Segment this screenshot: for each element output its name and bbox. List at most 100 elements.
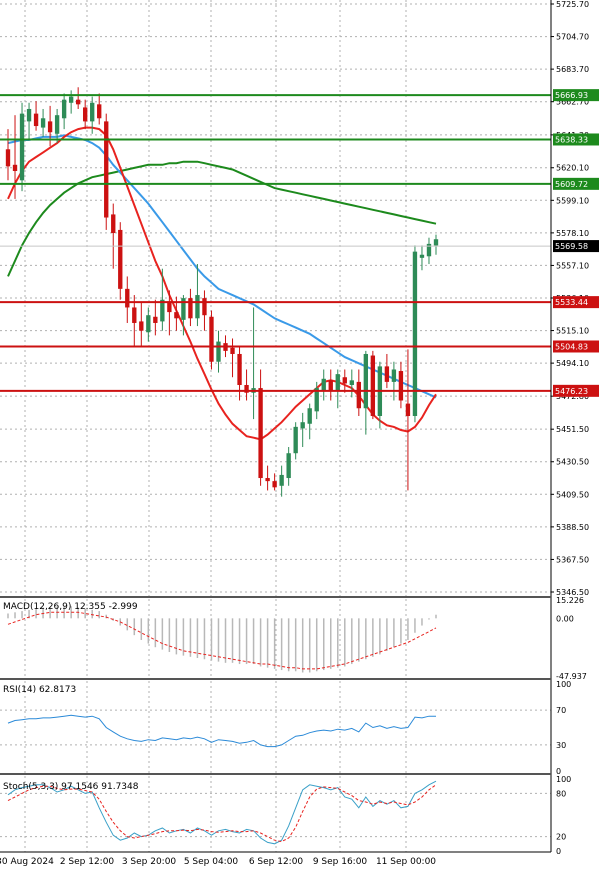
stoch-tick-label: 20	[556, 833, 566, 842]
candle-body	[33, 113, 39, 127]
level-label-box	[553, 340, 599, 353]
candle-body	[68, 96, 74, 103]
level-label-box	[553, 89, 599, 102]
macd-tick-label: 0.00	[556, 614, 574, 623]
candle-body	[391, 369, 397, 382]
current-price-label: 5569.58	[555, 242, 588, 251]
level-label: 5666.93	[555, 91, 588, 100]
price-tick-label: 5367.50	[556, 555, 589, 564]
candle-body	[181, 298, 186, 320]
price-tick-label: 5599.10	[556, 196, 589, 205]
macd-title: MACD(12,26,9) 12.355 -2.999	[3, 602, 138, 612]
macd-signal-line	[7, 611, 437, 670]
time-axis-label: 5 Sep 04:00	[184, 857, 239, 867]
macd-tick-label: -47.937	[556, 672, 587, 681]
rsi-tick-label: 30	[556, 741, 566, 750]
time-axis-label: 3 Sep 20:00	[122, 857, 177, 867]
candle-body	[363, 353, 369, 409]
level-label-box	[553, 133, 599, 146]
level-label-box	[553, 384, 599, 397]
candle-body	[209, 316, 214, 362]
candle-body	[202, 298, 207, 316]
candle-body	[97, 104, 102, 119]
candle-body	[146, 315, 151, 333]
level-label: 5504.83	[555, 342, 588, 351]
candle-body	[314, 388, 319, 412]
candle-body	[40, 118, 46, 128]
candle-body	[433, 239, 439, 246]
price-tick-label: 5557.10	[556, 261, 589, 270]
price-tick-label: 5578.10	[556, 229, 589, 238]
candle-body	[398, 371, 404, 401]
pane-separator	[0, 678, 551, 680]
rsi-tick-label: 70	[556, 706, 566, 715]
rsi-tick-label: 0	[556, 767, 561, 776]
candle-body	[5, 149, 11, 167]
candle-body	[286, 453, 291, 479]
candle-body	[335, 374, 340, 392]
level-label-box	[553, 177, 599, 190]
candle-body	[216, 341, 221, 362]
price-tick-label: 5620.10	[556, 164, 589, 173]
price-tick-label: 5683.70	[556, 65, 589, 74]
candle-body	[419, 254, 425, 258]
stoch-pane[interactable]	[0, 780, 551, 845]
candle-body	[293, 426, 298, 454]
stoch-tick-label: 100	[556, 775, 571, 784]
candle-body	[384, 366, 390, 382]
candle-body	[279, 474, 284, 486]
candle-body	[230, 347, 235, 354]
macd-pane[interactable]	[7, 606, 437, 673]
candle-body	[61, 99, 67, 119]
candle-body	[356, 381, 361, 409]
stoch-tick-label: 0	[556, 847, 561, 856]
stoch-main-line	[7, 780, 437, 845]
price-tick-label: 5725.70	[556, 0, 589, 9]
candle-body	[237, 353, 242, 385]
candle-body	[370, 355, 376, 417]
candle-body	[153, 316, 158, 323]
candle-body	[111, 214, 116, 234]
stoch-tick-label: 80	[556, 789, 566, 798]
candle-body	[412, 251, 418, 417]
candle-body	[300, 422, 305, 429]
candle-body	[405, 403, 411, 417]
candle-body	[26, 108, 32, 122]
candle-body	[90, 102, 95, 122]
candle-body	[132, 307, 137, 323]
time-axis-label: 2 Sep 12:00	[60, 857, 115, 867]
candle-body	[75, 99, 81, 105]
candle-body	[19, 113, 25, 181]
rsi-title: RSI(14) 62.8173	[3, 685, 76, 695]
price-tick-label: 5704.70	[556, 33, 589, 42]
candle-body	[272, 481, 277, 488]
price-tick-label: 5515.10	[556, 327, 589, 336]
candle-body	[244, 384, 249, 393]
stoch-signal-line	[7, 784, 437, 843]
price-tick-label: 5388.50	[556, 523, 589, 532]
candle-body	[54, 115, 60, 134]
candle-body	[47, 121, 53, 133]
candle-body	[104, 121, 109, 218]
candle-body	[195, 295, 200, 319]
time-axis-label: 9 Sep 16:00	[313, 857, 368, 867]
pane-separator	[0, 773, 551, 775]
time-axis-label: 11 Sep 00:00	[376, 857, 436, 867]
rsi-pane[interactable]	[0, 709, 551, 748]
price-pane[interactable]	[0, 87, 551, 497]
candle-body	[139, 321, 144, 331]
candle-body	[160, 299, 165, 322]
time-axis-label: 6 Sep 12:00	[249, 857, 304, 867]
candle-body	[342, 377, 347, 384]
candle-body	[167, 301, 172, 313]
level-label-box	[553, 296, 599, 309]
candle-body	[426, 243, 432, 257]
candle-body	[118, 229, 123, 289]
candle-body	[265, 478, 270, 482]
rsi-line	[7, 714, 436, 748]
current-price-box	[553, 240, 599, 253]
level-label: 5533.44	[555, 298, 588, 307]
